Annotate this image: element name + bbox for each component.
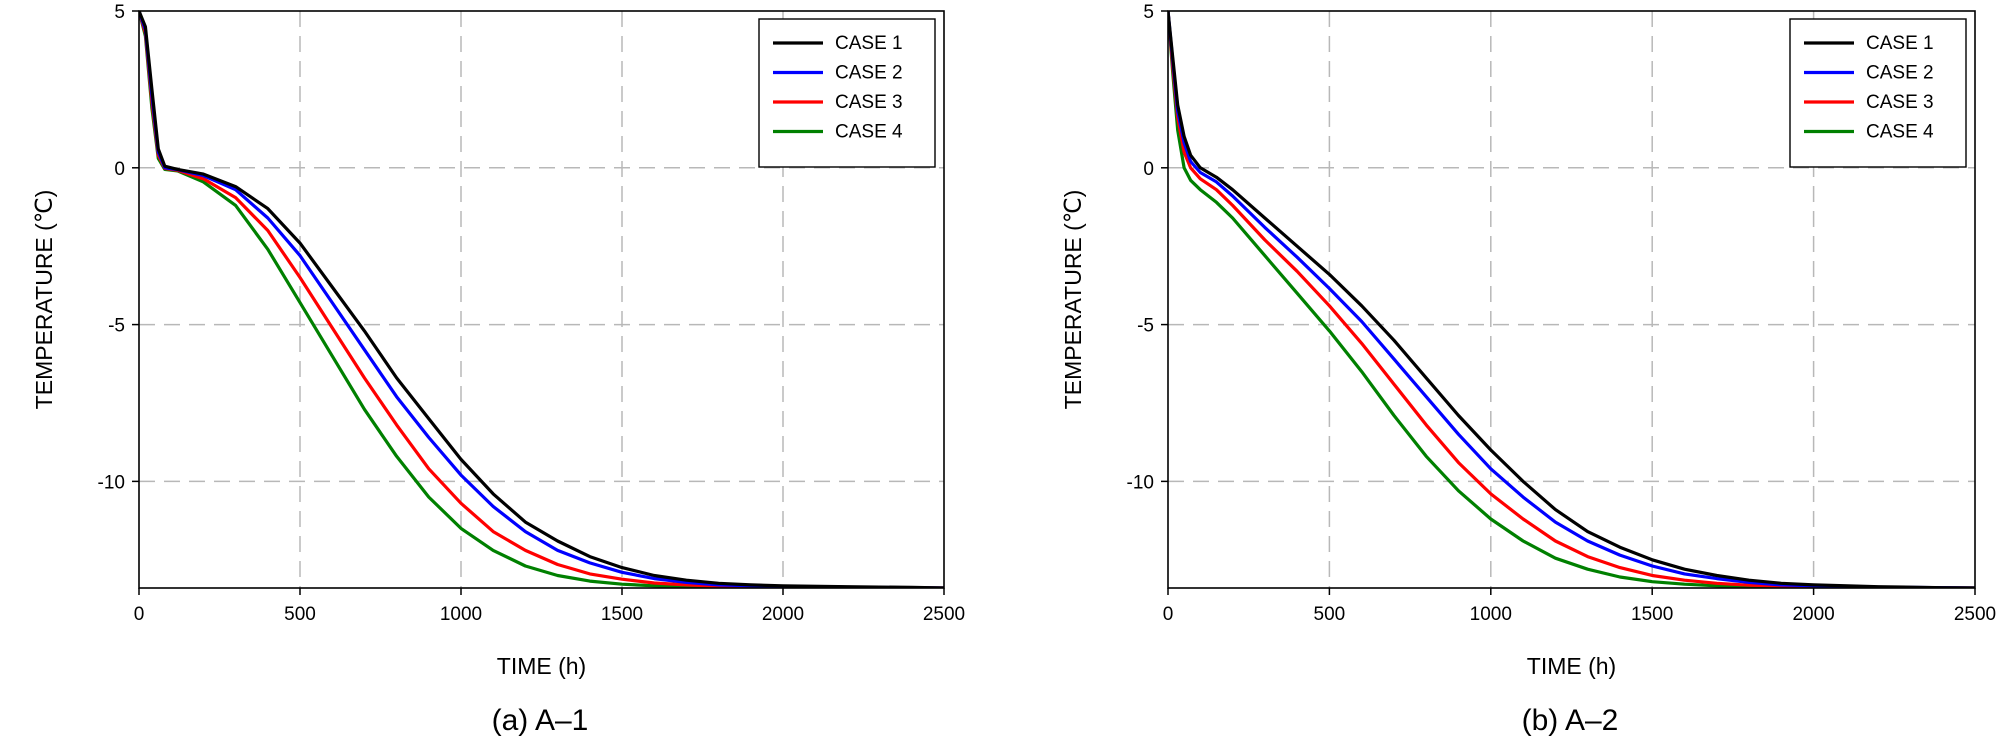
legend: CASE 1 CASE 2 CASE 3 CASE 4 bbox=[758, 18, 936, 168]
y-axis-label: TEMPERATURE (℃) bbox=[31, 190, 57, 410]
legend-label: CASE 3 bbox=[1866, 92, 1934, 113]
y-tick-label: 5 bbox=[114, 2, 125, 23]
x-tick-label: 1500 bbox=[1631, 604, 1673, 625]
legend-label: CASE 4 bbox=[835, 122, 903, 143]
x-tick-label: 1000 bbox=[440, 604, 482, 625]
y-tick-label: 0 bbox=[1143, 159, 1154, 180]
legend-label: CASE 3 bbox=[835, 92, 903, 113]
x-tick-label: 0 bbox=[134, 604, 145, 625]
y-tick-label: -10 bbox=[98, 472, 125, 493]
x-tick-label: 0 bbox=[1163, 604, 1174, 625]
x-tick-label: 500 bbox=[284, 604, 316, 625]
x-axis-label: TIME (h) bbox=[497, 653, 586, 679]
series-line-case-4 bbox=[1168, 10, 1975, 588]
y-tick-label: -10 bbox=[1127, 472, 1154, 493]
legend-label: CASE 1 bbox=[835, 33, 903, 54]
x-tick-label: 1500 bbox=[601, 604, 643, 625]
y-tick-label: 5 bbox=[1143, 2, 1154, 23]
plot-frame bbox=[138, 10, 945, 589]
x-tick-label: 2500 bbox=[1954, 604, 1996, 625]
panel-caption: (b) A–2 bbox=[1522, 704, 1619, 737]
x-tick-label: 1000 bbox=[1470, 604, 1512, 625]
y-tick-label: 0 bbox=[114, 159, 125, 180]
legend-label: CASE 2 bbox=[835, 63, 903, 84]
panel-caption: (a) A–1 bbox=[492, 704, 589, 737]
series-line-case-1 bbox=[1168, 10, 1975, 588]
x-tick-label: 2000 bbox=[1792, 604, 1834, 625]
y-axis-label: TEMPERATURE (℃) bbox=[1060, 190, 1086, 410]
series-line-case-1 bbox=[139, 10, 944, 588]
y-tick-label: -5 bbox=[1137, 316, 1154, 337]
x-tick-label: 2000 bbox=[762, 604, 804, 625]
x-axis-label: TIME (h) bbox=[1527, 653, 1616, 679]
y-tick-label: -5 bbox=[108, 316, 125, 337]
x-tick-label: 500 bbox=[1314, 604, 1346, 625]
series-line-case-3 bbox=[1168, 10, 1975, 588]
plot-frame bbox=[1167, 10, 1976, 589]
series-group bbox=[139, 10, 944, 588]
series-group bbox=[1168, 10, 1975, 588]
legend: CASE 1 CASE 2 CASE 3 CASE 4 bbox=[1789, 18, 1967, 168]
chart-panel-2: 0 500 1000 1500 2000 2500 5 0 -5 -10 TIME (h) TEMPE… bbox=[1060, 2, 1996, 737]
x-tick-label: 2500 bbox=[923, 604, 965, 625]
series-line-case-2 bbox=[1168, 10, 1975, 588]
legend-label: CASE 2 bbox=[1866, 63, 1934, 84]
legend-label: CASE 1 bbox=[1866, 33, 1934, 54]
legend-label: CASE 4 bbox=[1866, 122, 1934, 143]
chart-panel-1: 0 500 1000 1500 2000 2500 5 0 -5 -10 TIME (h) TEMPE… bbox=[31, 2, 965, 737]
